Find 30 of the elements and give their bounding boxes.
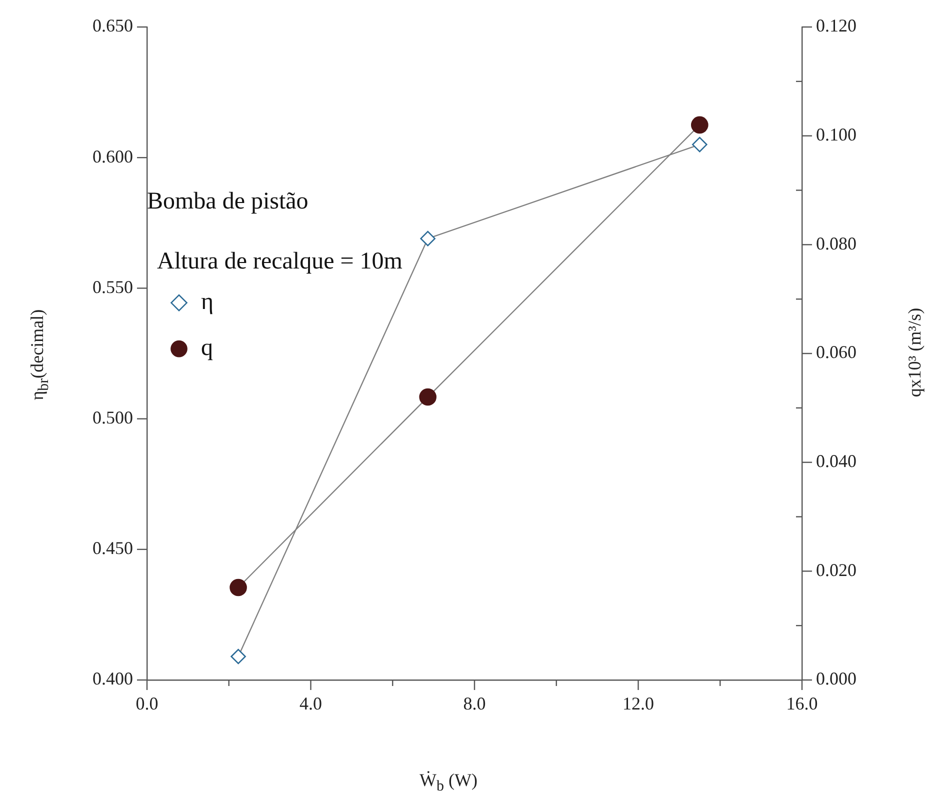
y-tick-label: 0.400 (92, 668, 133, 689)
point (420, 230, 436, 246)
x-tick-label: 4.0 (300, 694, 322, 714)
y2-tick-label: 0.020 (816, 560, 856, 580)
x-axis-title: Ẇ$_{b}$ (W) (420, 770, 478, 796)
y2-tick-label: 0.000 (816, 668, 856, 689)
y-tick-label: 0.450 (92, 538, 133, 558)
x-tick-label: 16.0 (786, 694, 818, 714)
point (230, 578, 247, 596)
annotation: Altura de recalque = 10m (157, 248, 403, 274)
y2-tick-label: 0.100 (816, 124, 856, 145)
point (419, 388, 436, 406)
y2-tick-label: 0.060 (816, 342, 856, 362)
y-tick-label: 0.550 (92, 276, 133, 297)
y-tick-label: 0.600 (92, 146, 133, 166)
x-tick-label: 8.0 (463, 694, 486, 714)
legend-label: η (201, 289, 214, 316)
point (230, 648, 246, 664)
y2-axis-title: qx10³ (m³/s) (904, 306, 926, 399)
x-tick-label: 12.0 (622, 694, 654, 714)
legend-title: Bomba de pistão (147, 188, 308, 214)
y2-tick-label: 0.040 (816, 451, 856, 472)
y-tick-label: 0.650 (92, 16, 133, 36)
legend-label: q (201, 335, 213, 362)
x-tick-label: 0.0 (136, 694, 158, 714)
y2-tick-label: 0.120 (816, 16, 856, 36)
y-tick-label: 0.500 (92, 408, 133, 428)
point (692, 136, 708, 152)
y2-tick-label: 0.080 (816, 233, 856, 254)
point (691, 116, 708, 134)
